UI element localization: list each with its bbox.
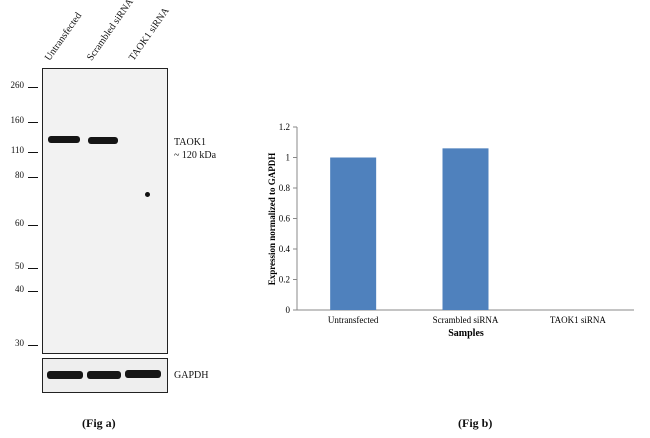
y-tick-label: 1 (286, 153, 291, 163)
blot-panel-taok1 (42, 68, 168, 354)
y-tick-label: 0.2 (279, 275, 290, 285)
blot-panel-gapdh (42, 358, 168, 393)
y-tick-label: 0.6 (279, 214, 291, 224)
blot-speck (145, 192, 150, 197)
caption-fig-a: (Fig a) (82, 416, 116, 430)
y-tick-label: 0.4 (279, 244, 291, 254)
x-axis-title: Samples (448, 328, 484, 339)
y-tick-label: 0 (286, 305, 291, 315)
gapdh-band-scrambled (87, 371, 121, 379)
x-tick-label: Scrambled siRNA (433, 315, 499, 325)
bar-0 (330, 157, 377, 310)
target-protein-label: TAOK1 ~ 120 kDa (174, 137, 217, 161)
caption-fig-b: (Fig b) (458, 416, 493, 430)
target-size-label: ~ 120 kDa (174, 150, 217, 161)
x-tick-label: Untransfected (328, 315, 379, 325)
y-tick-label: 0.8 (279, 183, 291, 193)
gapdh-band-untransfected (47, 371, 83, 379)
loading-control-label: GAPDH (174, 370, 209, 381)
band-scrambled (88, 137, 118, 144)
y-axis-title: Expression normalized to GAPDH (267, 153, 277, 286)
x-tick-label: TAOK1 siRNA (550, 315, 607, 325)
gapdh-band-taok1-sirna (125, 370, 161, 378)
y-tick-label: 1.2 (279, 122, 290, 132)
bar-1 (442, 148, 489, 310)
band-untransfected (48, 136, 80, 143)
